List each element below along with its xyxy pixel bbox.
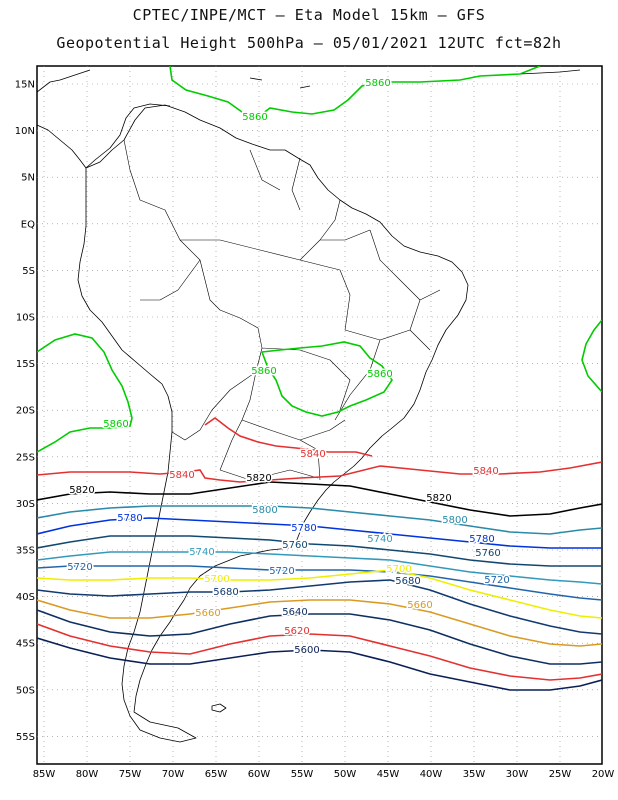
- lat-tick-label: 15S: [16, 359, 35, 370]
- contour-label-5820: 5820: [246, 473, 271, 484]
- lon-tick-label: 30W: [506, 769, 529, 780]
- lat-tick-label: EQ: [21, 219, 35, 230]
- map-title-line2: Geopotential Height 500hPa – 05/01/2021 …: [56, 34, 562, 52]
- contour-label-5700: 5700: [204, 574, 229, 585]
- contour-label-5800: 5800: [442, 515, 467, 526]
- lat-tick-label: 10S: [16, 313, 35, 324]
- lat-tick-label: 40S: [16, 592, 35, 603]
- lat-tick-label: 35S: [16, 546, 35, 557]
- contour-5840: [37, 461, 602, 483]
- contour-5740: [37, 551, 602, 585]
- contour-label-5720: 5720: [67, 562, 92, 573]
- contour-label-5600: 5600: [294, 645, 319, 656]
- lon-tick-label: 55W: [291, 769, 314, 780]
- contour-5660: [37, 599, 602, 647]
- contour-label-5680: 5680: [213, 587, 238, 598]
- contour-5700: [37, 569, 602, 619]
- lon-tick-label: 80W: [76, 769, 99, 780]
- contour-5860-north: [169, 66, 541, 119]
- falkland-islands: [211, 703, 227, 713]
- contour-5800: [37, 505, 602, 535]
- map-title-line1: CPTEC/INPE/MCT – Eta Model 15km – GFS: [132, 6, 486, 24]
- contour-label-5620: 5620: [284, 626, 309, 637]
- contour-label-5760: 5760: [475, 548, 500, 559]
- contour-label-5720: 5720: [484, 575, 509, 586]
- latitude-labels: 15N 10N 5N EQ 5S 10S 15S 20S 25S 30S 35S 40S 45S 50S 5…: [15, 80, 35, 743]
- contour-label-5760: 5760: [282, 540, 307, 551]
- caribbean-islands: [249, 69, 581, 89]
- lon-tick-label: 40W: [420, 769, 443, 780]
- contour-label-5860: 5860: [251, 366, 276, 377]
- contour-label-5740: 5740: [189, 547, 214, 558]
- contour-label-5860: 5860: [367, 369, 392, 380]
- central-america-coast: [37, 69, 171, 169]
- lat-tick-label: 20S: [16, 406, 35, 417]
- contour-5860-inland: [261, 341, 393, 417]
- country-borders: [123, 139, 441, 481]
- lon-tick-label: 45W: [377, 769, 400, 780]
- contour-label-5800: 5800: [252, 505, 277, 516]
- lat-tick-label: 25S: [16, 452, 35, 463]
- contour-5640: [37, 609, 602, 665]
- contour-5680: [37, 579, 602, 635]
- south-america-coast: [77, 104, 469, 743]
- lat-tick-label: 55S: [16, 732, 35, 743]
- contour-label-layer: 5860 5860 5860 5860 5860 5840 5840 5840 5820 5820…: [66, 77, 511, 658]
- contour-label-5780: 5780: [469, 534, 494, 545]
- coastline-layer: [37, 69, 581, 743]
- contour-5860-atlantic: [581, 319, 602, 393]
- lon-tick-label: 70W: [162, 769, 185, 780]
- contour-5840-andes: [204, 417, 373, 457]
- contour-label-5860: 5860: [103, 419, 128, 430]
- lon-tick-label: 60W: [248, 769, 271, 780]
- contour-label-5840: 5840: [300, 449, 325, 460]
- contour-label-5660: 5660: [195, 608, 220, 619]
- contour-label-5640: 5640: [282, 607, 307, 618]
- contour-5720: [37, 565, 602, 601]
- contour-label-5700: 5700: [386, 564, 411, 575]
- lon-tick-label: 50W: [334, 769, 357, 780]
- lon-tick-label: 85W: [33, 769, 56, 780]
- contour-label-5820: 5820: [426, 493, 451, 504]
- lat-tick-label: 15N: [15, 80, 35, 91]
- lon-tick-label: 75W: [119, 769, 142, 780]
- contour-5600: [37, 637, 602, 691]
- longitude-labels: 85W 80W 75W 70W 65W 60W 55W 50W 45W 40W 35W 30W 25W 2…: [33, 769, 615, 780]
- lat-tick-label: 10N: [15, 126, 35, 137]
- lat-tick-label: 5S: [22, 266, 35, 277]
- contour-label-5840: 5840: [169, 470, 194, 481]
- contour-label-5860: 5860: [242, 112, 267, 123]
- contour-5820: [37, 481, 602, 517]
- lon-tick-label: 65W: [205, 769, 228, 780]
- lon-tick-label: 35W: [463, 769, 486, 780]
- lat-tick-label: 5N: [21, 173, 35, 184]
- contour-label-5680: 5680: [395, 576, 420, 587]
- contour-label-5780: 5780: [117, 513, 142, 524]
- contour-5620: [37, 623, 602, 681]
- lat-tick-label: 45S: [16, 639, 35, 650]
- contour-label-5660: 5660: [407, 600, 432, 611]
- contour-label-5720: 5720: [269, 566, 294, 577]
- contour-5860-pacific: [37, 333, 133, 453]
- lat-tick-label: 50S: [16, 685, 35, 696]
- lat-tick-label: 30S: [16, 499, 35, 510]
- lon-tick-label: 20W: [592, 769, 615, 780]
- contour-label-5860: 5860: [365, 78, 390, 89]
- contour-label-5820: 5820: [69, 485, 94, 496]
- contour-5780: [37, 517, 602, 549]
- contour-label-5740: 5740: [367, 534, 392, 545]
- contour-layer: [37, 66, 602, 691]
- contour-5760: [37, 535, 602, 567]
- contour-label-5840: 5840: [473, 466, 498, 477]
- lon-tick-label: 25W: [549, 769, 572, 780]
- contour-label-5780: 5780: [291, 523, 316, 534]
